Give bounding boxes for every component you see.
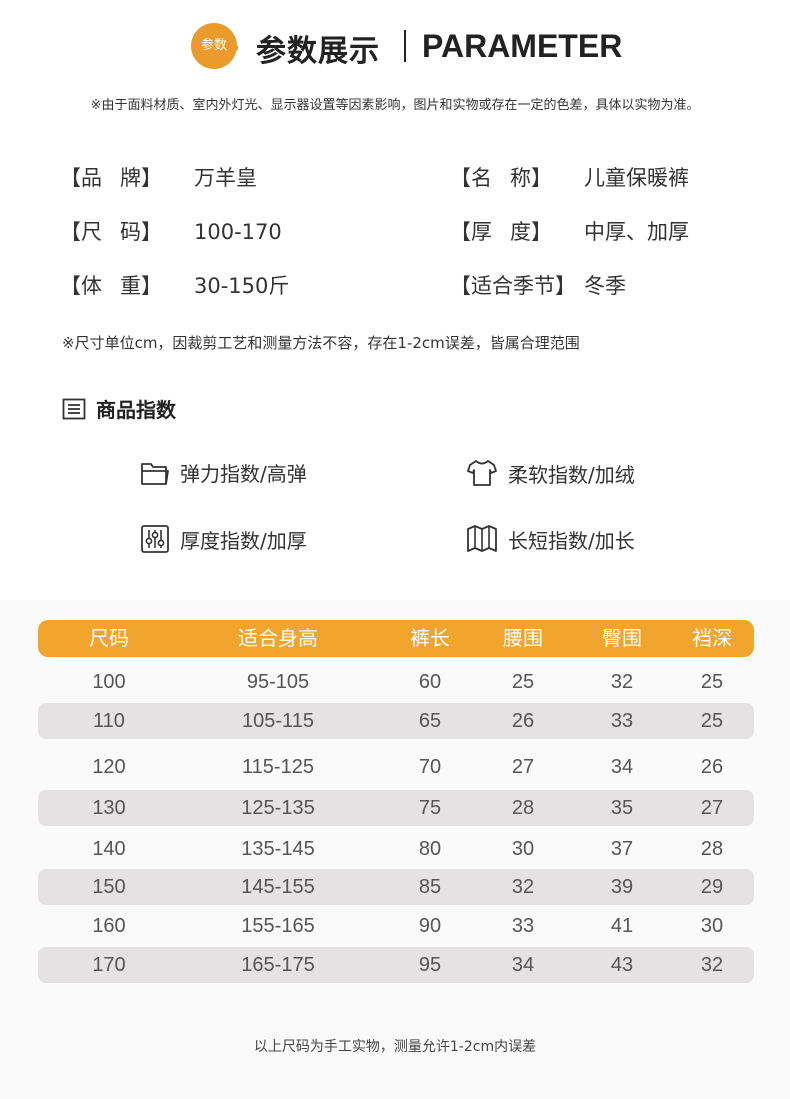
index-section-title: 商品指数: [62, 394, 176, 423]
table-header-row: 尺码 适合身高 裤长 腰围 臀围 裆深: [38, 620, 754, 657]
size-note: ※尺寸单位cm，因裁剪工艺和测量方法不容，存在1-2cm误差，皆属合理范围: [62, 334, 580, 352]
table-cell: 125-135: [241, 797, 315, 819]
table-cell: 170: [92, 954, 126, 976]
table-cell: 25: [511, 671, 535, 693]
table-cell: 105-115: [242, 710, 314, 732]
table-cell: 130: [92, 797, 126, 819]
size-table-area: [0, 600, 790, 1099]
index-length: 长短指数/加长: [466, 524, 635, 554]
table-cell: 34: [610, 756, 634, 778]
table-header-cell: 臀围: [602, 626, 642, 650]
table-cell: 90: [418, 915, 442, 937]
page-title-en: PARAMETER: [422, 28, 623, 64]
param-weight-value: 30-150斤: [194, 274, 290, 298]
table-cell: 120: [92, 756, 126, 778]
table-cell: 41: [610, 915, 634, 937]
table-cell: 26: [700, 756, 724, 778]
table-cell: 39: [610, 876, 634, 898]
table-cell: 85: [418, 876, 442, 898]
table-cell: 160: [92, 915, 126, 937]
color-disclaimer: ※由于面料材质、室内外灯光、显示器设置等因素影响，图片和实物或存在一定的色差，具…: [90, 98, 700, 113]
table-header-cell: 裆深: [692, 626, 732, 650]
table-cell: 165-175: [241, 954, 315, 976]
page-header: 参数 参数展示 PARAMETER: [0, 22, 790, 72]
table-cell: 115-125: [242, 756, 314, 778]
page-title-cn: 参数展示: [256, 34, 380, 69]
footer-note: 以上尺码为手工实物，测量允许1-2cm内误差: [253, 1039, 537, 1055]
table-cell: 30: [511, 838, 535, 860]
table-cell: 140: [92, 838, 126, 860]
table-row-background: [38, 947, 754, 983]
table-cell: 25: [700, 671, 724, 693]
table-cell: 35: [610, 797, 634, 819]
folder-icon: [141, 462, 169, 485]
table-cell: 27: [700, 797, 724, 819]
table-cell: 100: [92, 671, 126, 693]
table-cell: 33: [511, 915, 535, 937]
param-thickness-value: 中厚、加厚: [584, 220, 689, 244]
table-row-background: [38, 703, 754, 739]
table-row-background: [38, 869, 754, 905]
table-cell: 80: [418, 838, 442, 860]
table-cell: 29: [700, 876, 724, 898]
table-cell: 145-155: [241, 876, 315, 898]
table-header-cell: 适合身高: [238, 626, 318, 650]
index-soft: 柔软指数/加绒: [466, 458, 635, 488]
tshirt-icon: [467, 460, 497, 486]
list-icon: [62, 398, 86, 419]
table-header-cell: 尺码: [89, 626, 129, 650]
table-cell: 110: [93, 710, 125, 732]
param-name-value: 儿童保暖裤: [584, 166, 689, 190]
table-cell: 37: [610, 838, 634, 860]
table-cell: 26: [511, 710, 535, 732]
param-size-value: 100-170: [194, 220, 282, 244]
param-thickness: 【厚度】 中厚、加厚: [450, 220, 689, 244]
table-cell: 65: [418, 710, 442, 732]
table-cell: 28: [511, 797, 535, 819]
index-thickness: 厚度指数/加厚: [140, 524, 307, 554]
table-cell: 32: [511, 876, 535, 898]
title-divider: [404, 30, 406, 62]
param-weight: 【体重】 30-150斤: [60, 274, 290, 298]
table-cell: 32: [610, 671, 634, 693]
table-cell: 25: [700, 710, 724, 732]
table-cell: 150: [92, 876, 126, 898]
table-cell: 75: [418, 797, 442, 819]
table-cell: 34: [511, 954, 535, 976]
param-name: 【名称】 儿童保暖裤: [450, 166, 689, 190]
table-cell: 27: [511, 756, 535, 778]
table-header-cell: 腰围: [503, 626, 543, 650]
table-cell: 95: [418, 954, 442, 976]
table-cell: 32: [700, 954, 724, 976]
table-row-background: [38, 790, 754, 826]
table-cell: 28: [700, 838, 724, 860]
param-brand: 【品牌】 万羊皇: [60, 166, 257, 190]
badge-label: 参数: [200, 38, 227, 53]
table-cell: 60: [418, 671, 442, 693]
table-cell: 33: [610, 710, 634, 732]
table-cell: 43: [610, 954, 634, 976]
param-size: 【尺码】 100-170: [60, 220, 282, 244]
param-brand-value: 万羊皇: [194, 166, 257, 190]
table-cell: 155-165: [241, 915, 315, 937]
badge-icon: [191, 23, 238, 69]
table-cell: 30: [700, 915, 724, 937]
param-season-value: 冬季: [584, 274, 626, 298]
table-cell: 70: [418, 756, 442, 778]
ruler-icon: [467, 525, 497, 552]
table-header-cell: 裤长: [410, 626, 450, 650]
table-cell: 135-145: [241, 838, 315, 860]
table-cell: 95-105: [246, 671, 310, 693]
param-season: 【适合季节】 冬季: [450, 274, 626, 298]
index-elastic: 弹力指数/高弹: [140, 458, 307, 487]
sliders-icon: [141, 525, 169, 553]
